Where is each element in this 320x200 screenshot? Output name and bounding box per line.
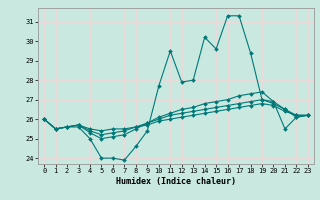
X-axis label: Humidex (Indice chaleur): Humidex (Indice chaleur): [116, 177, 236, 186]
